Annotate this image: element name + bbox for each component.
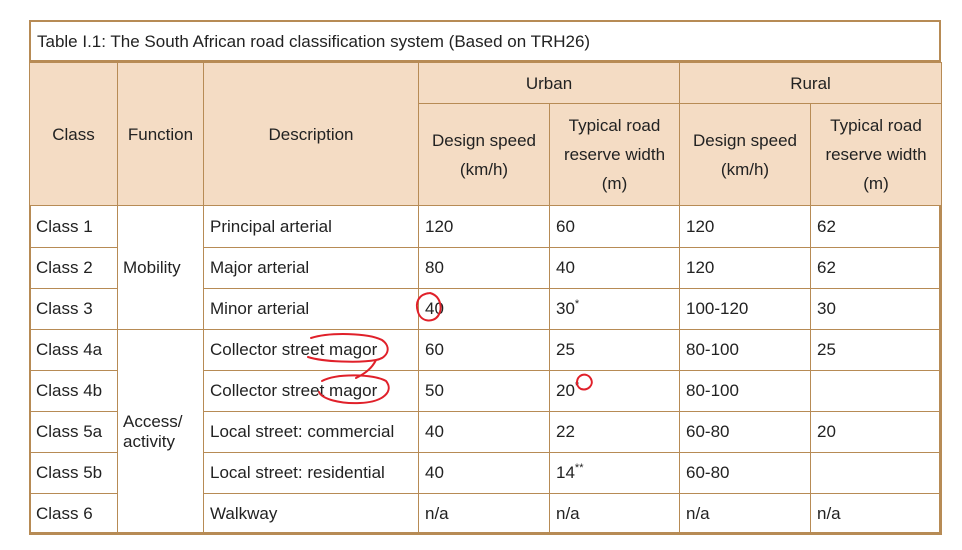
urban-speed-cell: 120 (418, 205, 550, 248)
class-cell: Class 3 (29, 288, 118, 330)
table-row: Class 4a Access/ activity Collector street… (29, 329, 942, 535)
urban-width-value: 60 (556, 216, 575, 236)
urban-width-value: 20 (556, 381, 575, 400)
description-cell: Major arterial (203, 247, 419, 289)
table-row: Class 2 Major arterial 80 40 120 62 (29, 247, 942, 289)
urban-width-value: 14 (556, 463, 575, 482)
urban-width-cell: 40 (549, 247, 680, 289)
class-cell: Class 4b (29, 370, 118, 412)
urban-width-cell: 22 (549, 411, 680, 453)
urban-speed-cell: 40 (418, 288, 550, 330)
description-cell: Local street: residential (203, 452, 419, 494)
urban-width-value: 40 (556, 258, 575, 277)
header-urban-reserve-width: Typical road reserve width (m) (549, 103, 680, 206)
urban-speed-cell: 60 (418, 329, 550, 371)
rural-width-cell: 62 (810, 247, 942, 289)
urban-width-cell: 30* (549, 288, 680, 330)
header-rural: Rural (679, 62, 942, 104)
urban-width-value: 22 (556, 422, 575, 441)
rural-width-cell: 30 (810, 288, 942, 330)
urban-speed-cell: 80 (418, 247, 550, 289)
rural-width-cell: 20 (810, 411, 942, 453)
rural-speed-cell: n/a (679, 493, 811, 535)
urban-speed-cell: 40 (418, 452, 550, 494)
header-urban-design-speed: Design speed (km/h) (418, 103, 550, 206)
urban-width-cell: 20* (549, 370, 680, 412)
road-classification-table: Class Function Description Urban Rural D… (29, 62, 942, 535)
urban-width-value: n/a (556, 504, 580, 523)
table-caption: Table I.1: The South African road classi… (31, 22, 939, 62)
class-cell: Class 5b (29, 452, 118, 494)
document-frame: Table I.1: The South African road classi… (29, 20, 942, 535)
rural-speed-cell: 80-100 (679, 370, 811, 412)
urban-width-cell: 25 (549, 329, 680, 371)
description-cell: Minor arterial (203, 288, 419, 330)
description-cell: Principal arterial (203, 205, 419, 248)
urban-width-value: 30 (556, 299, 575, 318)
table-row: Class 1 Mobility Principal arterial 120 60 12… (29, 205, 942, 330)
urban-width-cell: 60 (549, 205, 680, 248)
rural-width-cell: n/a (810, 493, 942, 535)
header-rural-design-speed: Design speed (km/h) (679, 103, 811, 206)
urban-width-cell: n/a (549, 493, 680, 535)
rural-speed-cell: 60-80 (679, 452, 811, 494)
rural-width-cell: 62 (810, 205, 942, 248)
table-row: Class 5b Local street: residential 40 14** 6… (29, 452, 942, 494)
class-cell: Class 5a (29, 411, 118, 453)
urban-width-value: 25 (556, 340, 575, 359)
description-cell: Local street: commercial (203, 411, 419, 453)
function-cell-access: Access/ activity (117, 329, 204, 535)
header-rural-reserve-width: Typical road reserve width (m) (810, 103, 942, 206)
description-cell: Collector street magor (203, 329, 419, 371)
class-cell: Class 6 (29, 493, 118, 535)
class-cell: Class 1 (29, 205, 118, 248)
rural-speed-cell: 60-80 (679, 411, 811, 453)
header-class: Class (29, 62, 118, 206)
rural-width-cell (810, 452, 942, 494)
footnote-marker: * (574, 298, 580, 310)
header-description: Description (203, 62, 419, 206)
table-row: Class 6 Walkway n/a n/a n/a n/a (29, 493, 942, 535)
rural-speed-cell: 80-100 (679, 329, 811, 371)
urban-speed-cell: 40 (418, 411, 550, 453)
footnote-marker: * (574, 380, 580, 392)
rural-speed-cell: 120 (679, 205, 811, 248)
rural-width-cell (810, 370, 942, 412)
rural-speed-cell: 120 (679, 247, 811, 289)
urban-speed-cell: n/a (418, 493, 550, 535)
description-cell: Walkway (203, 493, 419, 535)
urban-width-cell: 14** (549, 452, 680, 494)
rural-width-cell: 25 (810, 329, 942, 371)
table-row: Class 3 Minor arterial 40 30* 100-120 30 (29, 288, 942, 330)
header-function: Function (117, 62, 204, 206)
function-cell-mobility: Mobility (117, 205, 204, 330)
description-cell: Collector street magor (203, 370, 419, 412)
table-body: Class 1 Mobility Principal arterial 120 60 12… (29, 205, 942, 535)
urban-speed-cell: 50 (418, 370, 550, 412)
class-cell: Class 4a (29, 329, 118, 371)
class-cell: Class 2 (29, 247, 118, 289)
header-urban: Urban (418, 62, 680, 104)
footnote-marker: ** (574, 462, 584, 474)
rural-speed-cell: 100-120 (679, 288, 811, 330)
